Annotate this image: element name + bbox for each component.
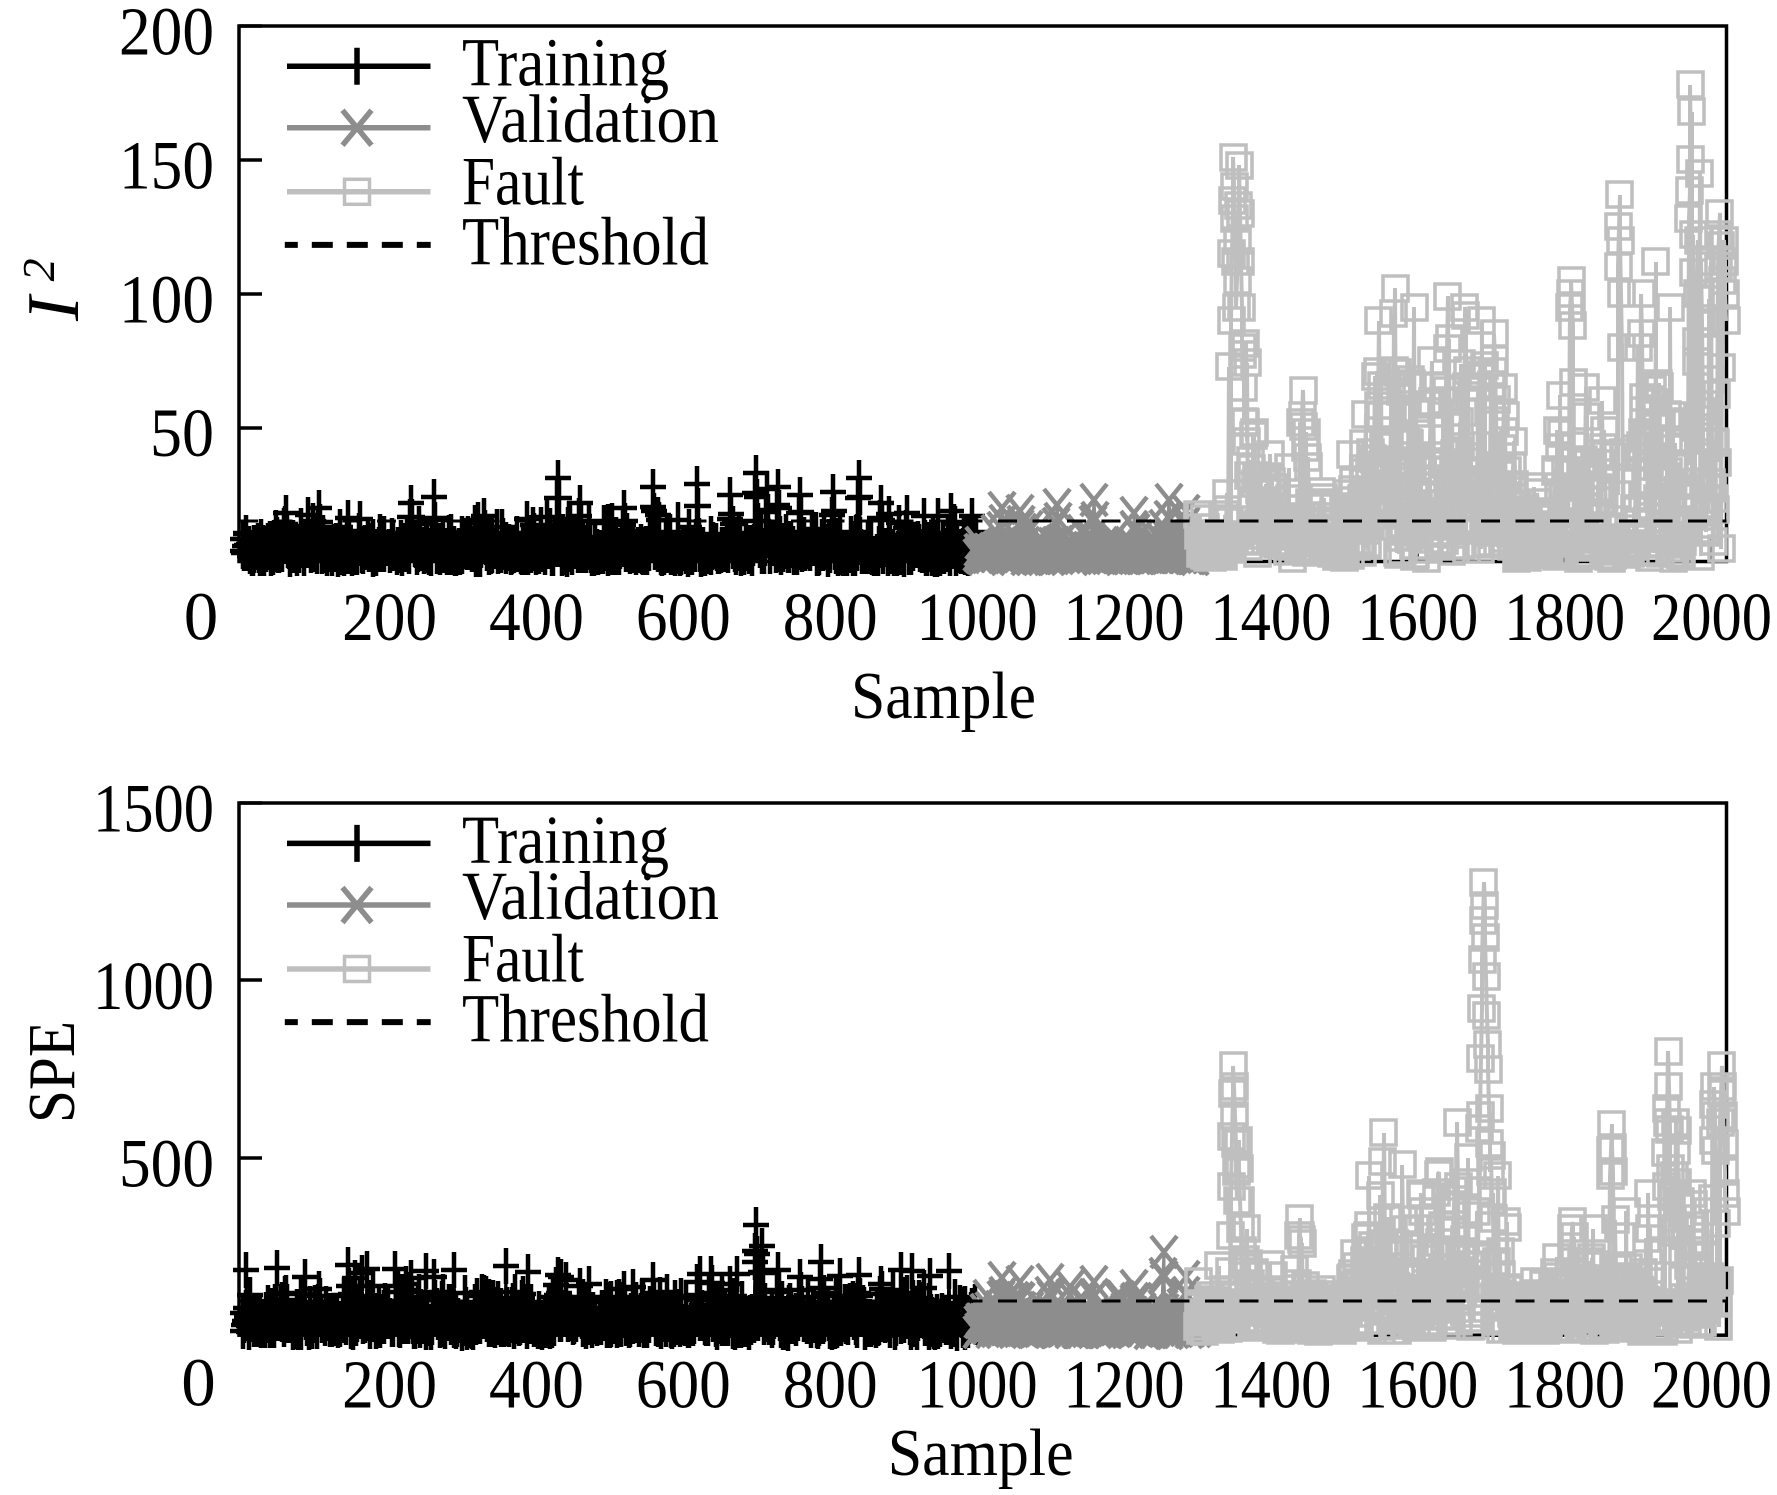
svg-text:600: 600	[636, 579, 731, 655]
svg-text:1800: 1800	[1504, 579, 1625, 655]
svg-text:1000: 1000	[93, 948, 214, 1024]
svg-text:1000: 1000	[917, 579, 1038, 655]
svg-text:Validation: Validation	[462, 858, 719, 934]
svg-text:200: 200	[119, 0, 214, 70]
svg-text:2000: 2000	[1651, 1347, 1772, 1423]
svg-text:Training: Training	[462, 25, 669, 101]
svg-text:1400: 1400	[1210, 579, 1331, 655]
svg-text:1400: 1400	[1210, 1347, 1331, 1423]
svg-text:1600: 1600	[1357, 1347, 1478, 1423]
svg-text:1500: 1500	[93, 771, 214, 847]
svg-text:Sample: Sample	[888, 1416, 1074, 1490]
svg-text:SPE: SPE	[15, 1021, 89, 1123]
svg-text:0: 0	[181, 1345, 216, 1421]
svg-text:150: 150	[119, 127, 214, 203]
svg-text:1000: 1000	[917, 1347, 1038, 1423]
svg-text:2000: 2000	[1651, 579, 1772, 655]
svg-text:400: 400	[489, 1347, 584, 1423]
svg-text:Validation: Validation	[462, 81, 719, 157]
svg-text:400: 400	[489, 579, 584, 655]
svg-text:200: 200	[342, 1347, 437, 1423]
svg-text:1200: 1200	[1063, 579, 1184, 655]
svg-text:1600: 1600	[1357, 579, 1478, 655]
svg-text:600: 600	[636, 1347, 731, 1423]
svg-text:Fault: Fault	[462, 921, 584, 997]
svg-text:800: 800	[783, 1347, 878, 1423]
svg-text:Threshold: Threshold	[462, 203, 709, 279]
svg-text:0: 0	[184, 579, 219, 655]
svg-text:50: 50	[150, 395, 214, 471]
svg-text:Sample: Sample	[851, 659, 1036, 733]
svg-text:1800: 1800	[1504, 1347, 1625, 1423]
svg-text:500: 500	[119, 1125, 214, 1201]
svg-text:1200: 1200	[1063, 1347, 1184, 1423]
svg-text:Training: Training	[462, 802, 669, 878]
svg-text:100: 100	[119, 261, 214, 337]
svg-text:200: 200	[342, 579, 437, 655]
svg-text:Fault: Fault	[462, 144, 584, 220]
svg-text:Threshold: Threshold	[462, 981, 709, 1057]
svg-text:800: 800	[783, 579, 878, 655]
